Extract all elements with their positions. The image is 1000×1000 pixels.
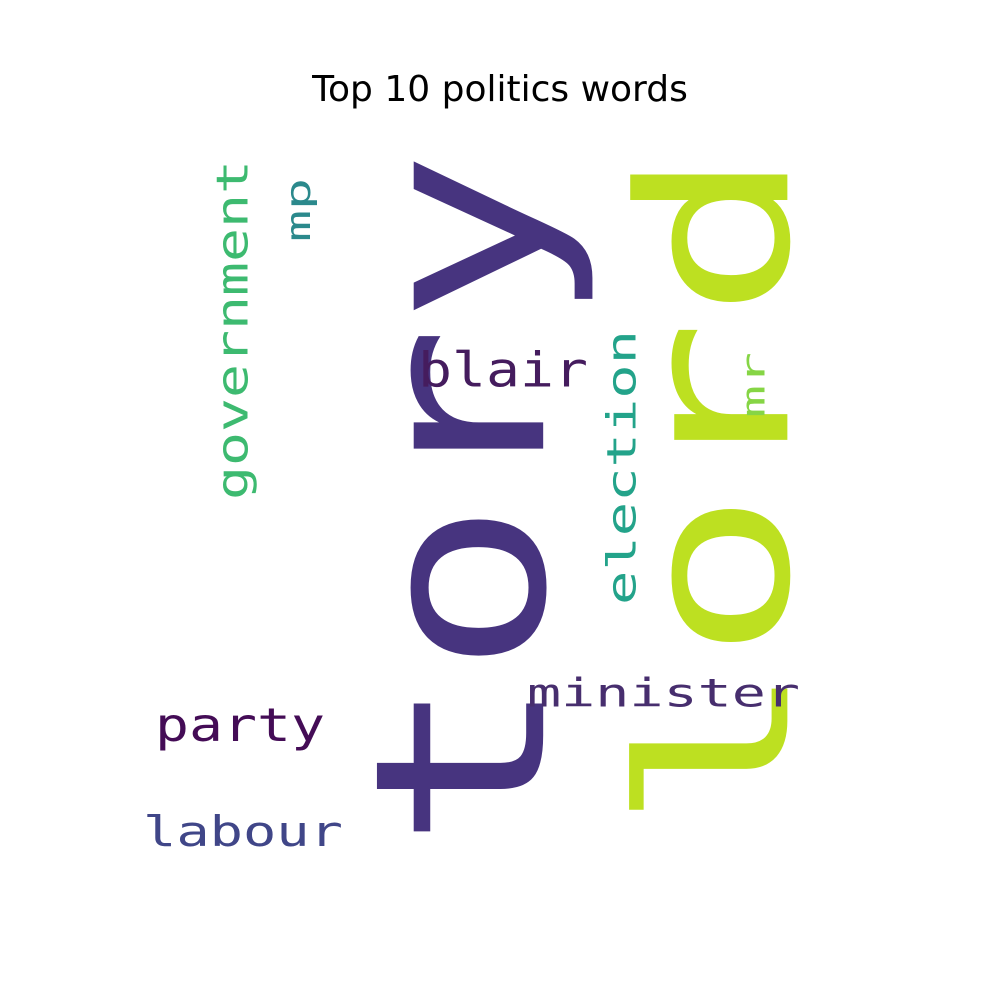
word-election: election: [598, 330, 645, 605]
word-text-election: election: [598, 330, 645, 605]
word-party: party: [155, 699, 325, 753]
word-mp: mp: [278, 178, 318, 242]
word-text-mp: mp: [278, 178, 318, 242]
word-lord: lord: [595, 148, 836, 832]
word-text-lord: lord: [595, 148, 836, 832]
chart-title: Top 10 politics words: [312, 69, 688, 110]
word-text-party: party: [155, 699, 325, 753]
word-tory: tory: [323, 150, 599, 850]
word-government: government: [207, 160, 258, 500]
word-text-tory: tory: [323, 150, 599, 850]
word-minister: minister: [527, 670, 800, 716]
word-text-minister: minister: [527, 670, 800, 716]
word-text-government: government: [207, 160, 258, 500]
word-text-mr: mr: [735, 352, 772, 418]
word-blair: blair: [418, 343, 588, 399]
word-labour: labour: [143, 807, 343, 856]
word-text-blair: blair: [418, 343, 588, 399]
word-mr: mr: [735, 352, 772, 418]
word-text-labour: labour: [143, 807, 343, 856]
